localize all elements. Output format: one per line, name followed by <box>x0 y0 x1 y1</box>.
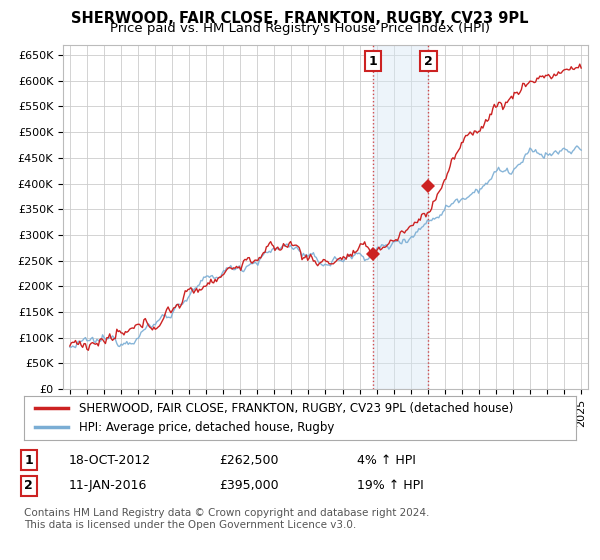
Text: 2: 2 <box>25 479 33 492</box>
Text: 2: 2 <box>424 55 433 68</box>
Text: 11-JAN-2016: 11-JAN-2016 <box>69 479 148 492</box>
Text: 18-OCT-2012: 18-OCT-2012 <box>69 454 151 467</box>
Text: 19% ↑ HPI: 19% ↑ HPI <box>357 479 424 492</box>
Text: SHERWOOD, FAIR CLOSE, FRANKTON, RUGBY, CV23 9PL: SHERWOOD, FAIR CLOSE, FRANKTON, RUGBY, C… <box>71 11 529 26</box>
Text: £395,000: £395,000 <box>219 479 278 492</box>
Text: Price paid vs. HM Land Registry's House Price Index (HPI): Price paid vs. HM Land Registry's House … <box>110 22 490 35</box>
Text: 1: 1 <box>25 454 33 467</box>
Text: Contains HM Land Registry data © Crown copyright and database right 2024.
This d: Contains HM Land Registry data © Crown c… <box>24 508 430 530</box>
Text: 4% ↑ HPI: 4% ↑ HPI <box>357 454 416 467</box>
Text: SHERWOOD, FAIR CLOSE, FRANKTON, RUGBY, CV23 9PL (detached house): SHERWOOD, FAIR CLOSE, FRANKTON, RUGBY, C… <box>79 402 514 414</box>
Text: £262,500: £262,500 <box>219 454 278 467</box>
Bar <box>373 45 428 389</box>
Text: HPI: Average price, detached house, Rugby: HPI: Average price, detached house, Rugb… <box>79 421 335 434</box>
Text: 1: 1 <box>369 55 377 68</box>
